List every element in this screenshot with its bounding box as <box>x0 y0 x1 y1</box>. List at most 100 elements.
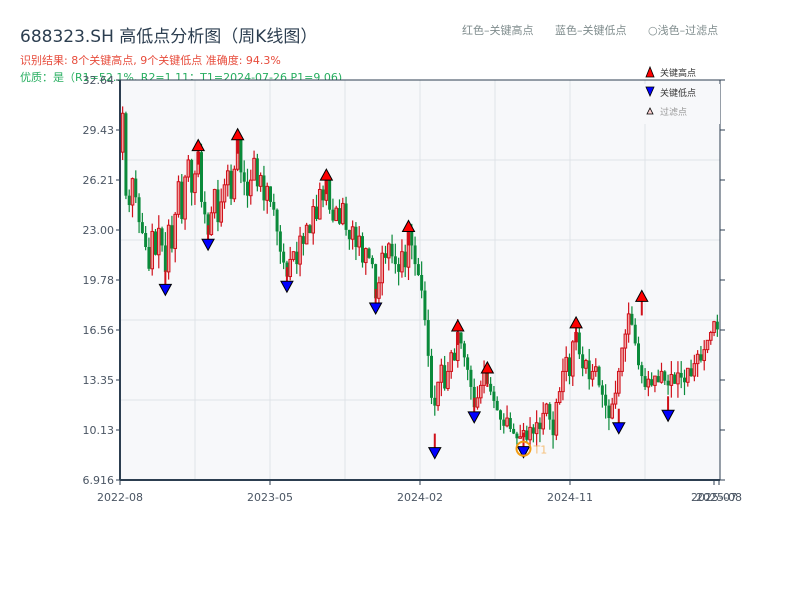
candle-body-down <box>308 225 312 234</box>
candle-body-up <box>712 321 716 334</box>
legend-light-filtered: ○浅色–过滤点 <box>648 24 719 37</box>
candle-body-up <box>248 179 253 197</box>
candle-body-down <box>384 253 387 258</box>
candle-body-up <box>436 381 440 407</box>
candle-body-up <box>209 212 214 236</box>
candle-body-down <box>328 180 332 210</box>
candle-body-down <box>331 209 335 221</box>
y-tick-label: 23.00 <box>83 224 115 237</box>
candle-body-down <box>515 433 519 439</box>
candle-body-up <box>222 184 227 203</box>
candle-body-up <box>317 188 322 220</box>
candle-body-up <box>334 207 339 222</box>
candle-body-down <box>604 394 608 406</box>
y-tick-label: 13.35 <box>83 374 115 387</box>
candle-body-down <box>587 360 591 380</box>
candle-body-up <box>685 367 690 383</box>
candle-body-up <box>252 157 256 181</box>
candle-body-up <box>298 235 302 265</box>
candle-body-down <box>367 248 371 258</box>
candle-body-down <box>433 397 437 406</box>
candle-body-up <box>593 366 598 372</box>
candle-body-down <box>472 386 476 408</box>
candle-body-down <box>315 206 318 220</box>
candle-body-up <box>541 412 546 430</box>
candle-body-down <box>275 209 279 232</box>
candle-body-down <box>347 229 351 240</box>
candle-body-down <box>640 365 644 377</box>
candle-body-down <box>469 369 473 387</box>
key-low-marker-icon <box>661 409 675 423</box>
candle-body-down <box>242 172 246 182</box>
x-tick-label: 2023-05 <box>247 491 293 504</box>
key-high-marker-icon <box>401 219 416 232</box>
candle-body-up <box>616 370 621 394</box>
x-tick-label: 2024-11 <box>547 491 593 504</box>
candle-body-down <box>137 197 141 223</box>
candle-body-up <box>386 243 391 259</box>
candle-body-up <box>695 353 700 365</box>
candle-body-up <box>219 201 224 223</box>
candle-body-up <box>311 206 316 234</box>
color-legend: 红色–关键高点 蓝色–关键低点 ○浅色–过滤点 <box>462 22 718 38</box>
candle-body-down <box>607 405 611 419</box>
candle-body-up <box>505 417 509 427</box>
candle-body-up <box>544 403 549 414</box>
candle-body-up <box>478 384 483 399</box>
candle-body-down <box>531 427 535 434</box>
candle-body-down <box>246 181 249 196</box>
candle-body-up <box>692 363 697 377</box>
candle-body-down <box>459 332 463 344</box>
candle-body-down <box>393 256 397 265</box>
candle-body-up <box>340 202 345 225</box>
key-high-marker-icon <box>319 168 334 181</box>
legend-box <box>644 84 720 124</box>
key-high-marker-icon <box>191 138 206 152</box>
candle-body-up <box>482 372 486 386</box>
candle-body-up <box>475 397 480 408</box>
candle-body-down <box>679 372 683 378</box>
candle-body-up <box>564 356 569 372</box>
candle-body-up <box>377 282 381 299</box>
candle-body-up <box>156 227 161 256</box>
candle-body-down <box>512 428 516 434</box>
candle-body-down <box>489 383 493 392</box>
candle-body-down <box>354 226 358 248</box>
candle-body-down <box>390 243 394 257</box>
candle-body-up <box>150 230 155 270</box>
candle-body-down <box>715 321 719 330</box>
key-low-marker-icon <box>427 447 442 460</box>
x-tick-label: 2025-07 <box>691 491 737 504</box>
candle-body-down <box>499 410 502 420</box>
candle-body-down <box>495 400 499 411</box>
key-high-marker-icon <box>634 289 649 302</box>
candle-body-down <box>160 228 164 246</box>
candle-body-down <box>278 231 282 252</box>
candle-body-down <box>430 355 433 398</box>
candle-body-down <box>163 245 167 272</box>
candle-body-down <box>581 354 585 369</box>
candle-body-up <box>288 258 293 278</box>
axes: 32.64 29.43 26.21 23.00 19.78 16.56 13.35 10.13… <box>83 74 742 504</box>
candle-body-down <box>508 418 512 429</box>
candle-body-up <box>653 375 657 386</box>
candle-body-down <box>170 225 174 249</box>
candle-body-down <box>492 391 496 401</box>
legend-blue-low: 蓝色–关键低点 <box>555 24 627 37</box>
candle-body-up <box>590 370 595 380</box>
candle-body-down <box>134 178 138 198</box>
candle-body-down <box>239 139 243 173</box>
candle-body-down <box>663 371 667 381</box>
candle-body-down <box>338 208 341 224</box>
candle-body-down <box>443 365 447 389</box>
candle-body-down <box>683 377 686 383</box>
candle-body-up <box>659 370 664 383</box>
candle-body-down <box>361 236 364 263</box>
candle-body-down <box>502 419 506 426</box>
candle-body-up <box>554 402 559 436</box>
legend-low-icon <box>645 86 655 97</box>
candle-body-up <box>528 426 532 441</box>
candle-body-down <box>282 251 286 263</box>
t1-ring-icon <box>515 440 532 457</box>
